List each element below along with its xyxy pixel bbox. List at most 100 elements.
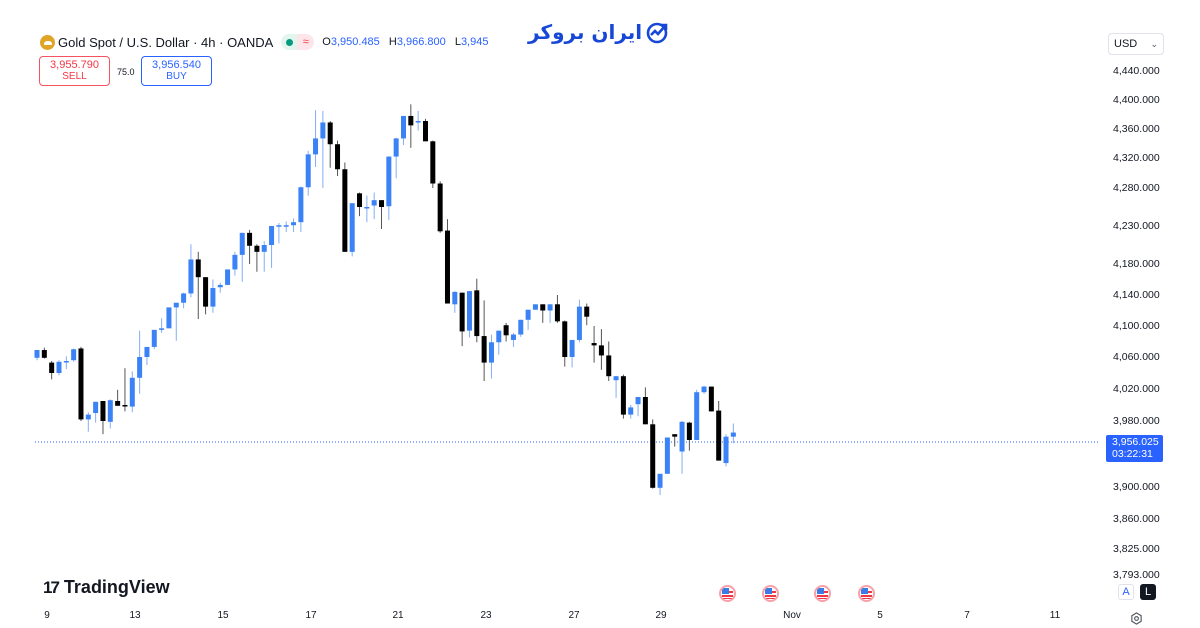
candle xyxy=(730,432,736,437)
price-tick: 4,060.000 xyxy=(1113,351,1160,363)
time-tick: Nov xyxy=(783,610,801,621)
us-flag-icon[interactable] xyxy=(814,585,831,602)
currency-select[interactable]: USD ⌄ xyxy=(1108,33,1164,55)
candle xyxy=(437,183,443,232)
candle xyxy=(71,349,77,361)
candle xyxy=(181,293,187,303)
candle xyxy=(386,156,392,207)
log-scale-button[interactable]: L xyxy=(1140,584,1156,600)
gear-icon[interactable] xyxy=(1130,612,1143,625)
buy-button[interactable]: 3,956.540 BUY xyxy=(141,56,212,86)
growth-chart-icon xyxy=(646,22,668,44)
candle xyxy=(217,284,223,288)
candle xyxy=(210,288,216,307)
price-tick: 4,360.000 xyxy=(1113,123,1160,135)
candle xyxy=(291,222,297,226)
candle xyxy=(247,232,253,246)
candle xyxy=(430,141,436,184)
candle xyxy=(232,254,238,270)
candle xyxy=(518,319,524,335)
candle xyxy=(510,334,516,340)
low-value: 3,945 xyxy=(460,36,489,48)
candle xyxy=(657,473,663,488)
us-flag-icon[interactable] xyxy=(858,585,875,602)
candle xyxy=(379,200,385,207)
price-tick: 4,320.000 xyxy=(1113,152,1160,164)
candle xyxy=(562,321,568,357)
candle xyxy=(532,304,538,310)
candle xyxy=(628,407,634,415)
candle xyxy=(195,259,201,278)
candle xyxy=(694,392,700,440)
market-status[interactable]: ≈ xyxy=(281,34,315,50)
symbol-title[interactable]: Gold Spot / U.S. Dollar · 4h · OANDA xyxy=(58,34,274,50)
candle xyxy=(591,343,597,346)
symbol-header: Gold Spot / U.S. Dollar · 4h · OANDA ≈ O… xyxy=(40,34,494,50)
sell-button[interactable]: 3,955.790 SELL xyxy=(39,56,110,86)
candle xyxy=(225,269,231,285)
candle xyxy=(151,329,157,347)
candle xyxy=(584,306,590,317)
price-tick: 4,280.000 xyxy=(1113,182,1160,194)
auto-scale-button[interactable]: A xyxy=(1118,584,1134,600)
us-flag-icon[interactable] xyxy=(719,585,736,602)
candle xyxy=(107,400,113,422)
candle xyxy=(63,361,69,363)
gold-symbol-icon xyxy=(40,34,55,50)
time-tick: 21 xyxy=(392,610,404,621)
price-tick: 4,230.000 xyxy=(1113,220,1160,232)
candle xyxy=(239,232,245,255)
candle xyxy=(613,376,619,381)
candle xyxy=(415,121,421,123)
candle xyxy=(496,330,502,343)
candle xyxy=(188,259,194,294)
time-tick: 17 xyxy=(305,610,317,621)
candle xyxy=(708,386,714,412)
time-tick: 11 xyxy=(1049,610,1061,621)
candle xyxy=(569,339,575,357)
candle xyxy=(474,290,480,337)
candle xyxy=(349,203,355,252)
candlestick-chart[interactable] xyxy=(0,0,1100,600)
last-price-value: 3,956.025 xyxy=(1112,436,1159,448)
candle xyxy=(254,245,260,252)
candle xyxy=(100,401,106,421)
tradingview-wordmark: TradingView xyxy=(63,577,170,597)
price-tick: 4,140.000 xyxy=(1113,289,1160,301)
price-tick: 4,020.000 xyxy=(1113,383,1160,395)
time-tick: 13 xyxy=(129,610,141,621)
buy-price: 3,956.540 xyxy=(152,59,201,71)
us-flag-icon[interactable] xyxy=(762,585,779,602)
candle xyxy=(444,230,450,304)
price-tick: 4,180.000 xyxy=(1113,258,1160,270)
candle xyxy=(129,377,135,407)
candle xyxy=(364,207,370,209)
price-tick: 3,900.000 xyxy=(1113,481,1160,493)
sell-price: 3,955.790 xyxy=(50,59,99,71)
price-tick: 3,825.000 xyxy=(1113,543,1160,555)
brand-watermark: ایران بروکر xyxy=(528,20,670,44)
candle xyxy=(85,414,91,420)
candle xyxy=(298,187,304,223)
sell-label: SELL xyxy=(62,71,87,82)
candle xyxy=(159,328,165,330)
candle xyxy=(283,225,289,227)
candle xyxy=(342,169,348,252)
candles-group xyxy=(34,104,736,495)
price-tick: 3,793.000 xyxy=(1113,569,1160,581)
candle xyxy=(357,193,363,207)
spread-value: 75.0 xyxy=(117,67,135,77)
candle xyxy=(650,424,656,488)
price-tick: 3,980.000 xyxy=(1113,415,1160,427)
chevron-down-icon: ⌄ xyxy=(1150,38,1158,49)
last-price-label: 3,956.025 03:22:31 xyxy=(1106,435,1163,462)
time-tick: 23 xyxy=(480,610,492,621)
candle xyxy=(173,302,179,308)
candle xyxy=(49,362,55,373)
candle xyxy=(642,397,648,425)
candle xyxy=(56,361,62,373)
tradingview-logo[interactable]: 17 TradingView xyxy=(43,577,170,598)
candle xyxy=(122,405,128,407)
brand-name: ایران بروکر xyxy=(528,20,643,44)
candle xyxy=(716,410,722,461)
